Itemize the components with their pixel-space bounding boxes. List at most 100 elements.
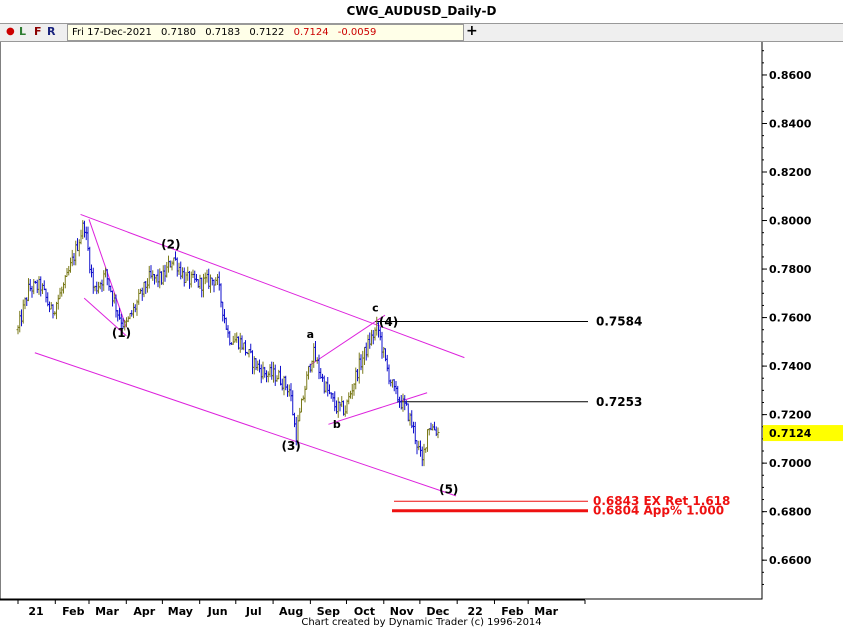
x-tick-label: 22: [468, 605, 483, 618]
channel-line: [34, 352, 457, 497]
price-bar: [247, 348, 251, 358]
ohlc-close: 0.7124: [293, 27, 329, 38]
price-bar: [237, 336, 240, 350]
price-bar: [165, 261, 169, 278]
toolbar-button-l[interactable]: L: [19, 25, 27, 38]
price-bar: [352, 383, 356, 396]
crosshair-icon[interactable]: +: [466, 23, 478, 39]
price-bar: [363, 346, 366, 366]
price-bar: [188, 271, 191, 289]
price-bar: [21, 299, 25, 324]
price-bar: [268, 364, 272, 378]
target-label: 0.6843 EX Ret 1.618: [593, 494, 730, 508]
level-label: 0.7253: [596, 395, 642, 409]
price-bar: [420, 446, 424, 467]
channel-line: [328, 392, 428, 425]
wave-label: (2): [161, 237, 180, 251]
price-bar: [170, 260, 174, 271]
price-bar: [422, 443, 426, 467]
ohlc-high: 0.7183: [205, 27, 241, 38]
price-bar: [200, 277, 204, 298]
price-bar: [90, 264, 93, 278]
price-bar: [76, 238, 79, 252]
price-bar: [77, 239, 81, 257]
wave-label: (4): [379, 315, 398, 329]
y-tick-label: 0.7600: [769, 312, 812, 325]
price-bar: [79, 229, 83, 245]
price-bar: [293, 412, 296, 428]
price-bar: [193, 270, 197, 283]
ohlc-open: 0.7180: [161, 27, 197, 38]
price-bar: [147, 265, 151, 289]
price-bar: [364, 342, 368, 361]
toolbar-button-f[interactable]: F: [34, 25, 42, 38]
price-bar: [202, 273, 205, 298]
price-bar: [403, 395, 407, 411]
price-bar: [98, 281, 102, 290]
price-bar: [186, 266, 190, 281]
price-bar: [55, 301, 58, 320]
price-bar: [424, 447, 428, 453]
price-bar: [20, 309, 23, 327]
y-tick-label: 0.8000: [769, 215, 812, 228]
price-bar: [361, 350, 365, 374]
price-bar: [314, 341, 317, 362]
record-dot-icon[interactable]: ●: [6, 26, 15, 37]
price-bar: [102, 270, 106, 291]
price-bar: [56, 294, 60, 310]
price-bar: [63, 275, 67, 289]
price-bar: [69, 257, 72, 273]
price-bar: [177, 262, 181, 276]
price-bar: [347, 392, 351, 405]
price-bar: [205, 269, 209, 283]
price-bar: [261, 361, 265, 380]
price-bar: [391, 379, 394, 388]
price-bar: [410, 410, 414, 429]
price-bar: [436, 427, 440, 439]
price-bar: [405, 400, 408, 406]
price-bar: [44, 288, 48, 303]
wave-label: (3): [281, 439, 300, 453]
price-bar: [258, 359, 261, 373]
price-bar: [111, 290, 114, 307]
price-bar: [345, 399, 349, 414]
price-bar: [179, 261, 183, 280]
ohlc-low: 0.7122: [249, 27, 285, 38]
price-bar: [244, 340, 247, 356]
price-bar: [308, 363, 312, 373]
toolbar-button-r[interactable]: R: [47, 25, 56, 38]
price-bar: [286, 384, 289, 397]
price-bar: [60, 286, 64, 297]
price-bar: [310, 360, 314, 373]
price-bar: [272, 361, 275, 383]
price-bar: [219, 283, 223, 308]
price-bar: [139, 288, 142, 294]
x-tick-label: Feb: [501, 605, 524, 618]
price-bar: [338, 401, 342, 412]
price-bar: [48, 301, 51, 313]
price-bar: [32, 279, 36, 295]
channel-line: [83, 297, 127, 337]
x-tick-label: Aug: [279, 605, 303, 618]
y-tick-label: 0.7000: [769, 457, 812, 470]
price-bar: [279, 365, 282, 386]
price-bar: [133, 304, 137, 313]
channel-line: [80, 213, 465, 359]
price-bar: [312, 343, 316, 368]
price-bar: [172, 257, 176, 266]
price-bar: [356, 368, 359, 382]
ohlc-readout: Fri 17-Dec-2021 0.7180 0.7183 0.7122 0.7…: [67, 24, 464, 41]
y-tick-label: 0.6800: [769, 506, 812, 519]
price-bar: [158, 268, 162, 289]
x-tick-label: Jun: [207, 605, 228, 618]
price-bar: [394, 380, 398, 395]
price-bar: [41, 283, 44, 294]
price-bar: [254, 358, 258, 371]
price-bar: [216, 274, 219, 285]
price-bar: [214, 277, 218, 286]
price-bar: [385, 354, 389, 372]
price-bar: [51, 304, 55, 319]
price-bar: [223, 309, 226, 324]
price-bar: [161, 265, 165, 286]
price-bar: [189, 271, 193, 288]
